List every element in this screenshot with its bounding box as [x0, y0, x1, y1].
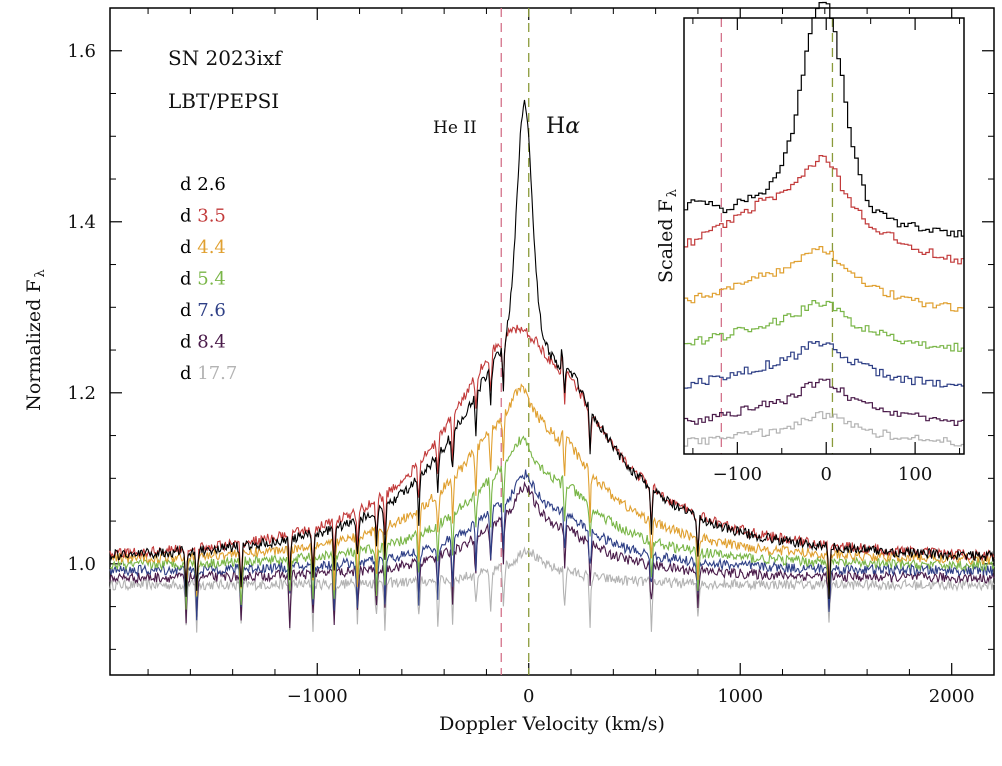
- x-tick-label: 2000: [929, 686, 975, 707]
- inset-series-d-8.4: [684, 378, 964, 426]
- inset-frame: [683, 17, 965, 455]
- instrument-name: LBT/PEPSI: [168, 89, 279, 113]
- inset-reference-lines: [720, 18, 834, 454]
- legend-value: 17.7: [197, 363, 237, 384]
- main-series-group: [109, 99, 995, 633]
- h-alpha-letter: H: [546, 114, 565, 139]
- inset-series-d-17.7: [684, 411, 964, 447]
- h-alpha-label: Hα: [546, 114, 580, 139]
- inset-series-group: [684, 1, 964, 447]
- inset-series-d-5.4: [684, 300, 964, 352]
- x-axis-title: Doppler Velocity (km/s): [439, 713, 665, 735]
- legend-item: d 3.5: [180, 206, 226, 227]
- legend-value: 7.6: [197, 300, 226, 321]
- inset-x-tick-label: 100: [898, 464, 932, 485]
- legend-item: d 2.6: [180, 174, 226, 195]
- legend-prefix: d: [180, 363, 197, 384]
- legend-item: d 4.4: [180, 237, 226, 258]
- legend-value: 8.4: [197, 332, 226, 353]
- inset-x-tick-label: 0: [820, 464, 831, 485]
- legend-item: d 5.4: [180, 269, 226, 290]
- inset-series-d-4.4: [684, 246, 964, 312]
- legend-prefix: d: [180, 237, 197, 258]
- inset-background: [684, 18, 964, 454]
- y-axis-title: Normalized F λ: [23, 269, 48, 411]
- series-line-3.5: [109, 324, 995, 587]
- inset-series-d-7.6: [684, 341, 964, 389]
- inset-series-d-3.5: [684, 155, 964, 265]
- y-tick-label: 1.6: [67, 41, 96, 62]
- y-tick-label: 1.0: [67, 554, 96, 575]
- series-line-4.4: [109, 383, 995, 598]
- legend-value: 3.5: [197, 206, 226, 227]
- inset-axis-ticks: −100 0 100: [692, 18, 961, 485]
- legend: d 2.6d 3.5d 4.4d 5.4d 7.6d 8.4d 17.7: [180, 174, 237, 384]
- inset-x-tick-label: −100: [713, 464, 762, 485]
- series-line-17.7: [109, 546, 995, 633]
- inset-y-axis-title-main: Scaled F: [655, 199, 677, 283]
- x-tick-label: 0: [523, 686, 534, 707]
- legend-prefix: d: [180, 206, 197, 227]
- inset-y-axis-title: Scaled F λ: [655, 189, 680, 283]
- inset-y-axis-title-sub: λ: [665, 189, 680, 197]
- series-line-5.4: [109, 435, 995, 610]
- object-name: SN 2023ixf: [168, 46, 283, 70]
- main-plot-frame: [109, 7, 995, 676]
- legend-prefix: d: [180, 332, 197, 353]
- y-tick-label: 1.2: [67, 383, 96, 404]
- legend-item: d 8.4: [180, 332, 226, 353]
- x-tick-label: −1000: [287, 686, 348, 707]
- main-reference-lines: [500, 8, 530, 675]
- y-tick-label: 1.4: [67, 212, 96, 233]
- legend-value: 5.4: [197, 269, 226, 290]
- x-tick-label: 1000: [717, 686, 763, 707]
- y-axis-title-main: Normalized F: [23, 279, 45, 410]
- legend-value: 4.4: [197, 237, 226, 258]
- series-line-7.6: [109, 469, 995, 621]
- legend-value: 2.6: [197, 174, 226, 195]
- series-line-2.6: [109, 99, 995, 600]
- legend-item: d 7.6: [180, 300, 226, 321]
- inset-series-d-2.6: [684, 1, 964, 238]
- legend-prefix: d: [180, 300, 197, 321]
- legend-prefix: d: [180, 174, 197, 195]
- he-ii-label: He II: [433, 118, 477, 138]
- h-alpha-greek: α: [565, 114, 580, 139]
- legend-prefix: d: [180, 269, 197, 290]
- y-axis-title-sub: λ: [33, 269, 48, 277]
- legend-item: d 17.7: [180, 363, 237, 384]
- series-line-8.4: [109, 480, 995, 629]
